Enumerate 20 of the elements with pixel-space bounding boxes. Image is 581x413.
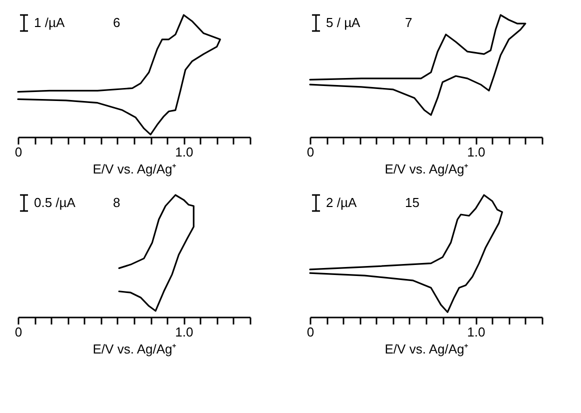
annotation: 8 bbox=[113, 195, 120, 210]
x-tick-label: 1.0 bbox=[467, 144, 486, 160]
annotation: 0.5 /µA bbox=[34, 195, 76, 210]
x-tick-label: 1.0 bbox=[175, 144, 194, 160]
annotation: 2 /µA bbox=[326, 195, 357, 210]
annotation: 5 / µA bbox=[326, 15, 361, 30]
annotation: 7 bbox=[405, 15, 412, 30]
x-tick-label: 0 bbox=[306, 144, 314, 160]
annotation: 1 /µA bbox=[34, 15, 65, 30]
x-axis-title: E/V vs. Ag/Ag⁺ bbox=[92, 342, 176, 356]
x-tick-label: 1.0 bbox=[175, 324, 194, 340]
x-tick-label: 0 bbox=[14, 324, 22, 340]
x-tick-label: 0 bbox=[306, 324, 314, 340]
annotation: 15 bbox=[405, 195, 420, 210]
x-tick-label: 1.0 bbox=[467, 324, 486, 340]
x-axis-title: E/V vs. Ag/Ag⁺ bbox=[92, 162, 176, 176]
x-axis-title: E/V vs. Ag/Ag⁺ bbox=[384, 342, 468, 356]
annotation: 6 bbox=[113, 15, 120, 30]
x-axis-title: E/V vs. Ag/Ag⁺ bbox=[384, 162, 468, 176]
x-tick-label: 0 bbox=[14, 144, 22, 160]
